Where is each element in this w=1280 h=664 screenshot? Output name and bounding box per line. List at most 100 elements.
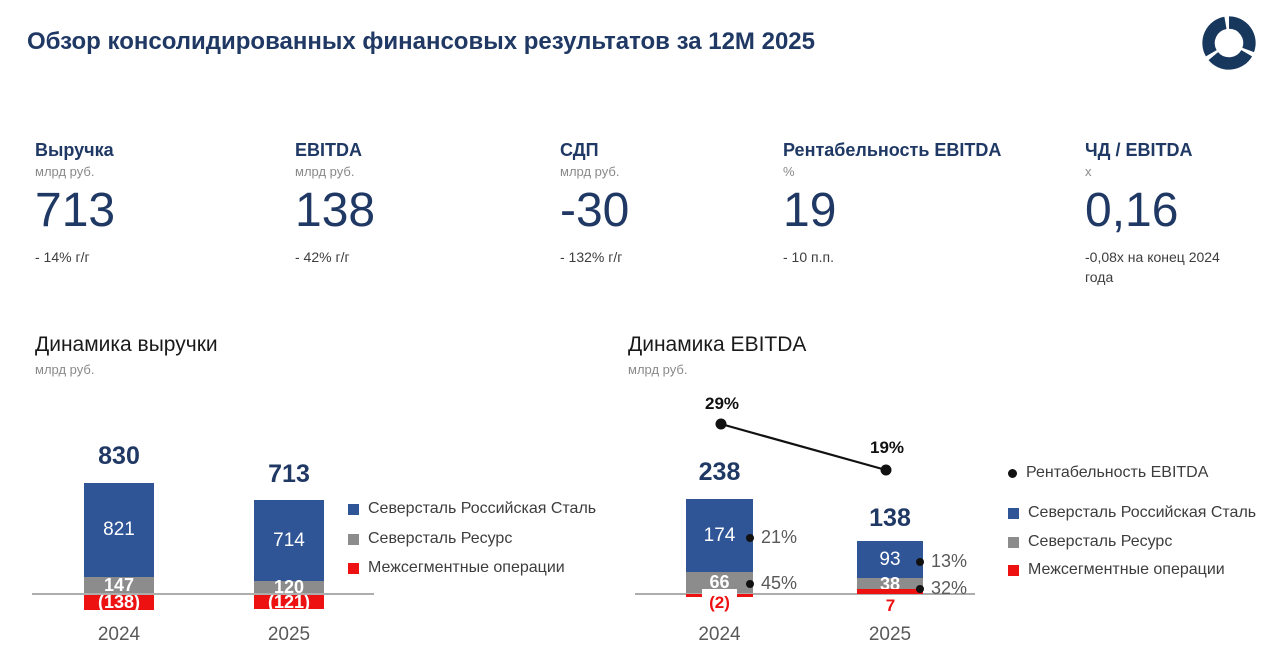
kpi-delta: - 132% г/г [560,249,623,265]
legend-item-intersegment: Межсегментные операции [348,559,565,577]
kpi-netdebt-ebitda: ЧД / EBITDA х 0,16 -0,08х на конец 2024 … [1085,140,1245,288]
percent-label: 32% [931,578,968,598]
x-axis-line [635,593,975,595]
legend-label: Межсегментные операции [1028,561,1225,578]
page-title: Обзор консолидированных финансовых резул… [27,28,815,55]
kpi-unit: % [783,164,795,179]
margin-label-2025: 19% [869,438,905,457]
kpi-ebitda: EBITDA млрд руб. 138 - 42% г/г [295,140,505,267]
legend-label: Северсталь Ресурс [1028,533,1173,550]
kpi-value: 19 [783,184,837,237]
legend-swatch-blue-icon [1008,507,1019,519]
chart-title: Динамика EBITDA [628,333,807,356]
steel-margin-2024: 21% [746,527,797,548]
trendline-svg [715,418,892,476]
x-tick-2024: 2024 [97,624,141,645]
legend-item-steel: Северсталь Российская Сталь [348,500,596,518]
legend-dot-icon [1008,468,1017,478]
percent-dot-icon [746,579,754,588]
x-axis-line [32,593,374,595]
kpi-revenue: Выручка млрд руб. 713 - 14% г/г [35,140,245,267]
kpi-unit: х [1085,164,1092,179]
kpi-value: 0,16 [1085,184,1179,237]
legend-label: Северсталь Российская Сталь [368,500,597,517]
resources-margin-2024: 45% [746,573,797,594]
segment-value: 93 [879,548,901,570]
bar-segment-steel-2025: 93 [857,541,923,578]
segment-value: 147 [103,574,135,595]
bar-segment-intersegment-2024: (138) [84,592,154,612]
intersegment-value-2024: (2) [702,589,737,613]
segment-value: 714 [273,529,305,551]
legend-item-intersegment: Межсегментные операции [1008,561,1225,579]
segment-value: 38 [879,573,901,594]
margin-point-2025 [880,464,892,476]
kpi-unit: млрд руб. [35,164,95,179]
bar-total-label: 238 [698,458,741,486]
chart-unit: млрд руб. [628,362,688,377]
legend-swatch-gray-icon [1008,536,1019,548]
kpi-ebitda-margin: Рентабельность EBITDA % 19 - 10 п.п. [783,140,1002,267]
percent-label: 21% [761,527,798,547]
kpi-title: EBITDA [295,140,362,160]
legend-swatch-red-icon [348,562,359,574]
bar-total-label: 138 [869,504,911,532]
percent-label: 45% [761,573,798,593]
segment-value: (2) [709,593,730,612]
kpi-title: Выручка [35,140,114,160]
bar-segment-steel-2025: 714 [254,500,324,581]
segment-value: 7 [885,596,896,615]
kpi-unit: млрд руб. [295,164,355,179]
segment-value: 120 [273,576,305,597]
legend-swatch-blue-icon [348,503,359,515]
kpi-value: 138 [295,184,376,237]
kpi-title: ЧД / EBITDA [1085,140,1193,160]
ebitda-margin-trendline [690,405,920,490]
bar-segment-steel-2024: 821 [84,483,154,577]
kpi-value: -30 [560,184,630,237]
segment-value: (121) [267,591,311,612]
legend-swatch-gray-icon [348,533,359,545]
kpi-title: СДП [560,140,599,160]
margin-label-2024: 29% [704,394,740,413]
kpi-title: Рентабельность EBITDA [783,140,1002,160]
legend-label: Рентабельность EBITDA [1026,464,1209,481]
bar-segment-resources-2025: 38 [857,574,923,594]
segment-value: 174 [703,524,736,546]
segment-value: 66 [709,572,730,592]
x-tick-2025: 2025 [868,624,912,645]
percent-dot-icon [916,584,924,593]
kpi-unit: млрд руб. [560,164,620,179]
x-tick-2024: 2024 [698,624,741,645]
bar-segment-steel-2024: 174 [686,499,753,572]
kpi-fcf: СДП млрд руб. -30 - 132% г/г [560,140,770,267]
bar-total-label: 830 [98,442,140,470]
kpi-delta: - 14% г/г [35,249,90,265]
bar-segment-resources-2024: 147 [84,574,154,595]
x-tick-2025: 2025 [267,624,311,645]
bar-segment-intersegment-2025: (121) [254,592,324,612]
intersegment-value-2025: 7 [874,595,907,616]
severstal-logo-icon [1198,12,1260,74]
legend-label: Межсегментные операции [368,559,565,576]
kpi-delta: - 10 п.п. [783,249,834,265]
severstal-logo-glyph [1202,16,1256,70]
chart-title: Динамика выручки [35,333,218,356]
bar-segment-intersegment-2025 [857,589,923,594]
segment-value: 821 [103,519,135,540]
percent-dot-icon [746,533,754,542]
kpi-delta: -0,08х на конец 2024 года [1085,249,1220,286]
legend-label: Северсталь Ресурс [368,530,513,547]
kpi-delta: - 42% г/г [295,249,350,265]
margin-point-2024 [715,418,727,430]
legend-label: Северсталь Российская Сталь [1028,504,1257,521]
bar-segment-resources-2025: 120 [254,577,324,597]
legend-item-resources: Северсталь Ресурс [1008,533,1172,551]
legend-swatch-red-icon [1008,564,1019,576]
legend-item-margin: Рентабельность EBITDA [1008,464,1208,482]
steel-margin-2025: 13% [916,551,967,572]
bar-total-label: 713 [268,460,310,488]
bar-segment-resources-2024: 66 [686,572,753,593]
chart-unit: млрд руб. [35,362,95,377]
